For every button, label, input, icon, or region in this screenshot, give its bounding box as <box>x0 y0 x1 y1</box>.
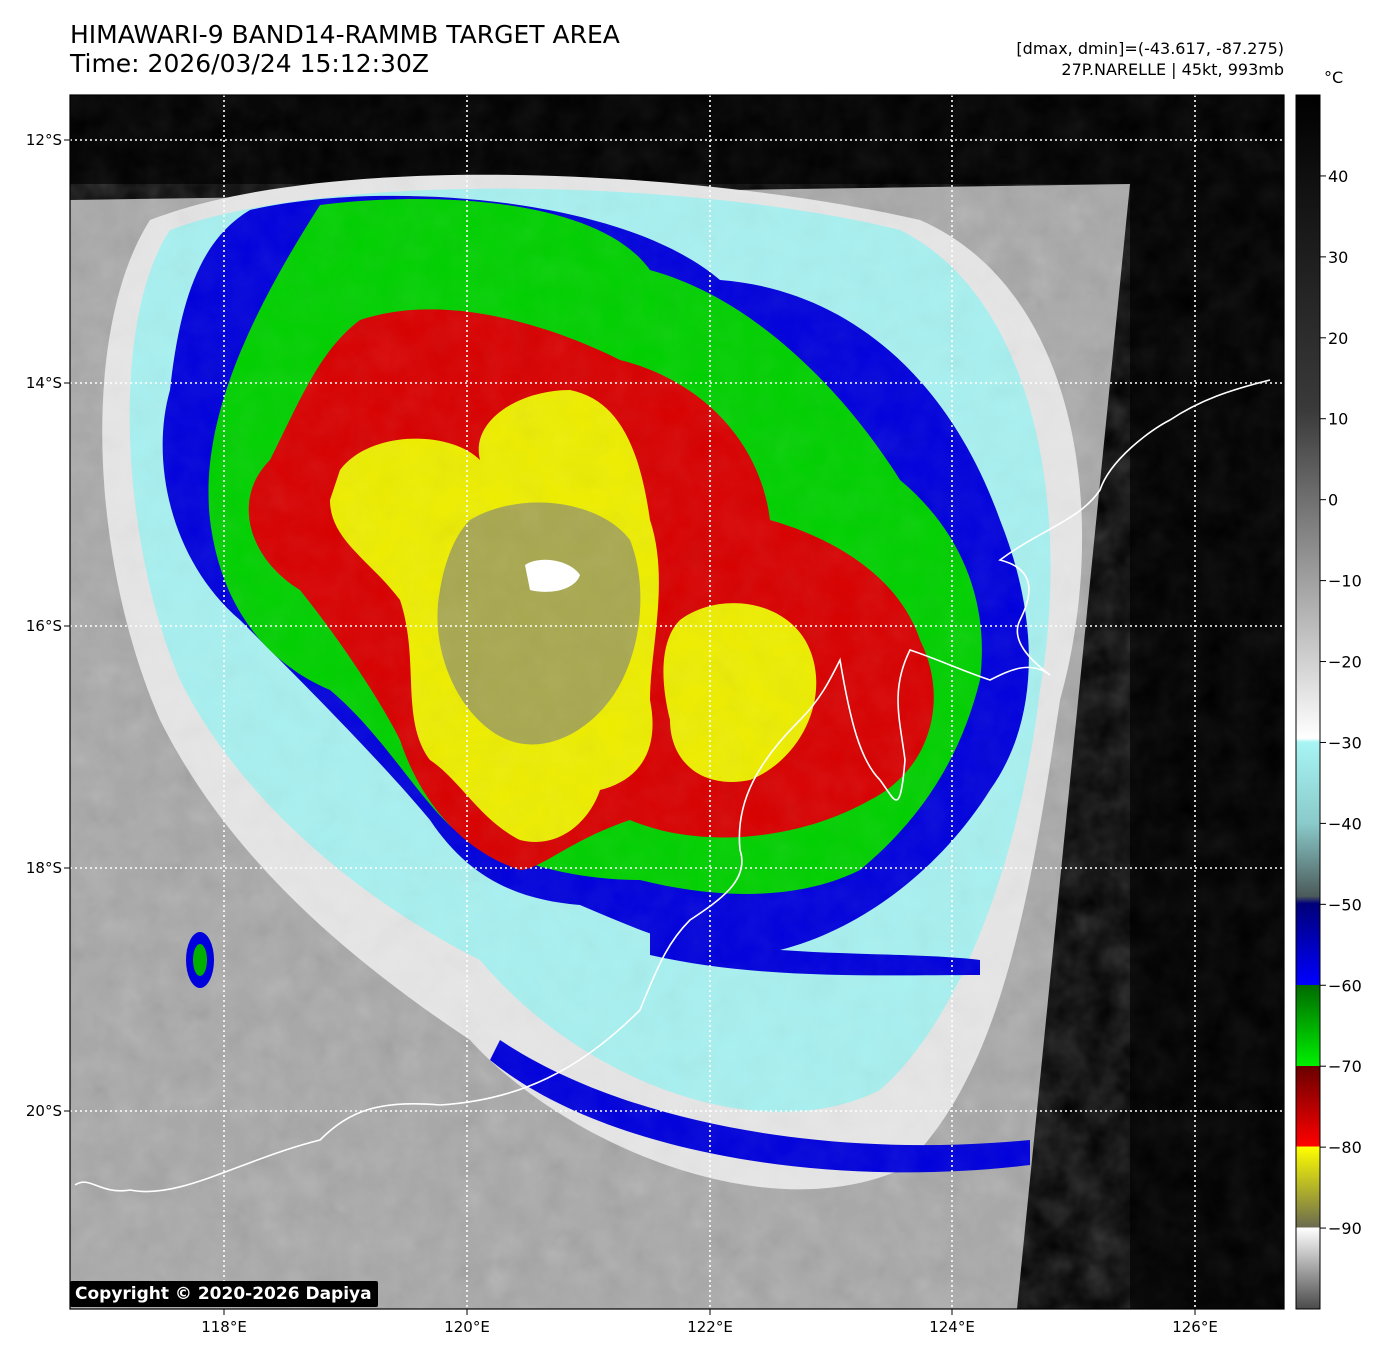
colorbar-unit: °C <box>1324 68 1344 87</box>
colorbar-tick-label: 20 <box>1328 329 1348 348</box>
lon-tick: 118°E <box>201 1309 247 1336</box>
lat-label: 14°S <box>26 374 62 392</box>
lon-label: 122°E <box>687 1318 733 1336</box>
lat-label: 20°S <box>26 1102 62 1120</box>
map-imagery <box>70 95 1284 1309</box>
colorbar-tick-label: 30 <box>1328 248 1348 267</box>
lat-label: 12°S <box>26 131 62 149</box>
lon-label: 120°E <box>444 1318 490 1336</box>
lat-label: 18°S <box>26 859 62 877</box>
lon-tick: 124°E <box>929 1309 975 1336</box>
chart-title: HIMAWARI-9 BAND14-RAMMB TARGET AREA Time… <box>70 20 620 78</box>
lon-label: 124°E <box>929 1318 975 1336</box>
copyright-label: Copyright © 2020-2026 Dapiya <box>70 1281 378 1307</box>
colorbar-tick-label: −50 <box>1328 895 1362 914</box>
colorbar-tick-label: −20 <box>1328 653 1362 672</box>
lon-label: 118°E <box>201 1318 247 1336</box>
colorbar-tick-label: −70 <box>1328 1057 1362 1076</box>
storm-info: [dmax, dmin]=(-43.617, -87.275) 27P.NARE… <box>1016 38 1284 80</box>
lat-tick: 14°S <box>26 374 70 392</box>
dmax-dmin-text: [dmax, dmin]=(-43.617, -87.275) <box>1016 39 1284 58</box>
map-frame <box>69 94 1285 1310</box>
colorbar-tick-label: 0 <box>1328 491 1338 510</box>
colorbar-tick-label: −30 <box>1328 733 1362 752</box>
lat-tick: 12°S <box>26 131 70 149</box>
coastline <box>74 379 1271 1193</box>
lat-label: 16°S <box>26 617 62 635</box>
lat-tick: 16°S <box>26 617 70 635</box>
colorbar-tick-label: −90 <box>1328 1219 1362 1238</box>
colorbar-tick-label: −60 <box>1328 976 1362 995</box>
lon-label: 126°E <box>1172 1318 1218 1336</box>
title-line-2: Time: 2026/03/24 15:12:30Z <box>70 49 429 78</box>
title-line-1: HIMAWARI-9 BAND14-RAMMB TARGET AREA <box>70 20 620 49</box>
colorbar-tick-label: −10 <box>1328 572 1362 591</box>
colorbar-ticks: 40 30 20 10 0 −10 −20 −30 −40 −50 −60 −70 −80 −90 <box>1320 167 1362 1238</box>
graticule <box>70 95 1284 1309</box>
colorbar-tick-label: 10 <box>1328 410 1348 429</box>
lat-tick: 18°S <box>26 859 70 877</box>
lon-tick: 126°E <box>1172 1309 1218 1336</box>
colorbar <box>1295 94 1321 1310</box>
lat-tick: 20°S <box>26 1102 70 1120</box>
storm-name-text: 27P.NARELLE | 45kt, 993mb <box>1061 60 1284 79</box>
lon-tick: 120°E <box>444 1309 490 1336</box>
colorbar-tick-label: 40 <box>1328 167 1348 186</box>
lon-tick: 122°E <box>687 1309 733 1336</box>
colorbar-tick-label: −40 <box>1328 814 1362 833</box>
colorbar-tick-label: −80 <box>1328 1138 1362 1157</box>
